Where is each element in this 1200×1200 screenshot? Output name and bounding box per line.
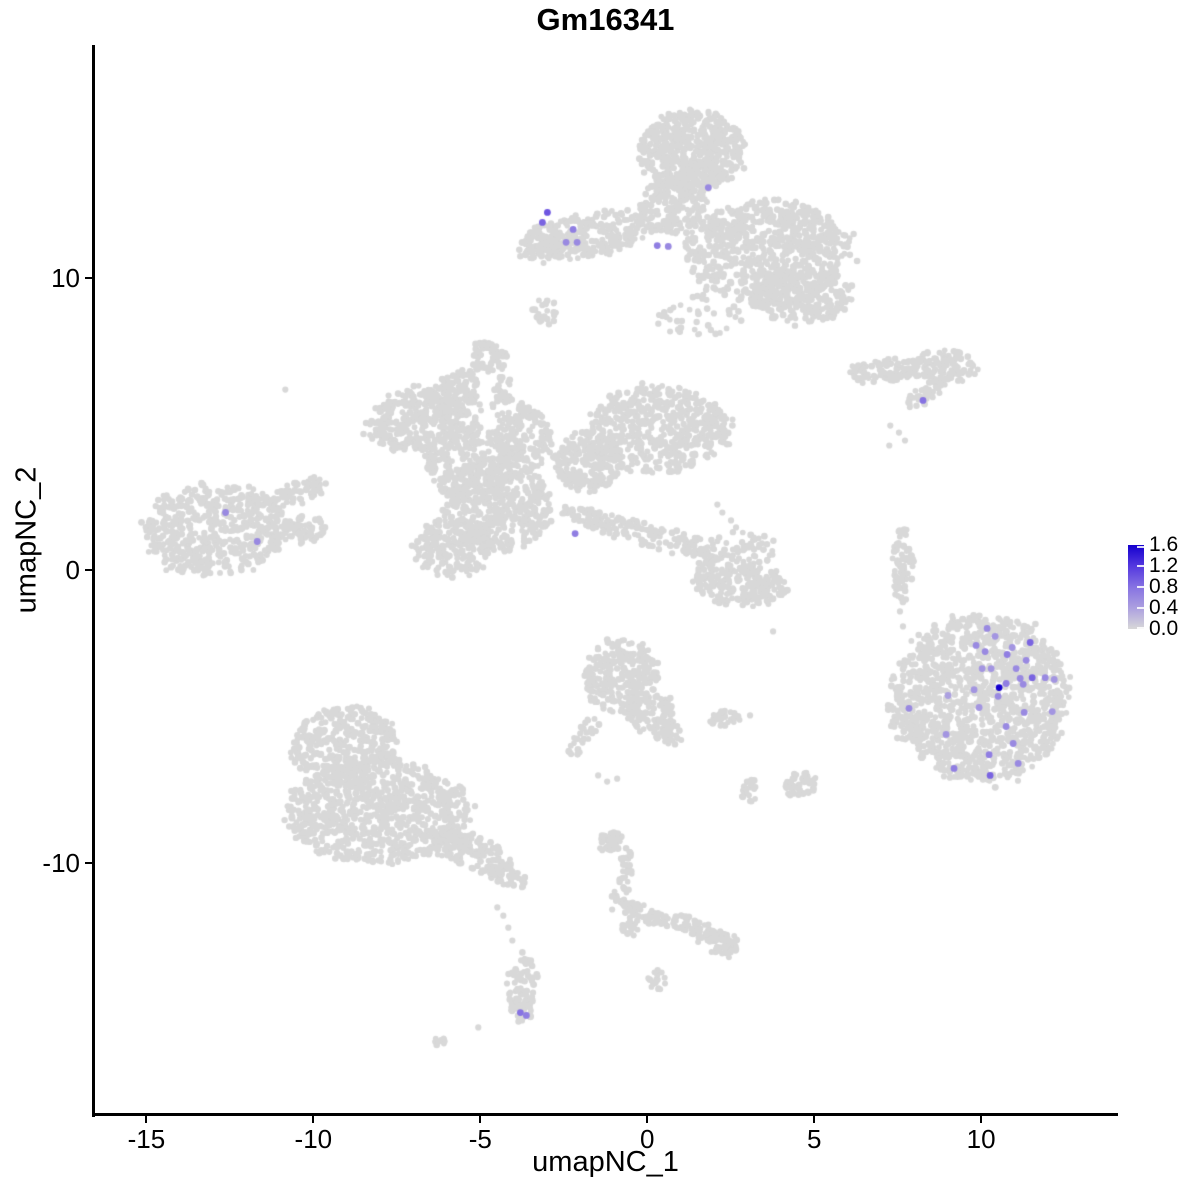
- legend-tick-label: 0.4: [1149, 596, 1179, 619]
- legend-tick-label: 0.0: [1149, 617, 1179, 640]
- legend-tick-mark: [1137, 565, 1144, 567]
- x-tick-mark: [312, 1116, 315, 1123]
- y-tick-label: 0: [65, 555, 80, 586]
- x-tick-label: -10: [294, 1124, 333, 1154]
- x-tick-label: -15: [127, 1124, 166, 1154]
- x-tick-mark: [646, 1116, 649, 1123]
- y-tick-mark: [85, 862, 92, 865]
- legend-tick-mark: [1137, 586, 1144, 588]
- x-tick-mark: [479, 1116, 482, 1123]
- x-tick-mark: [980, 1116, 983, 1123]
- legend-tick-mark: [1137, 627, 1144, 629]
- y-axis-line: [92, 45, 95, 1117]
- legend-tick-label: 0.8: [1149, 575, 1179, 598]
- x-axis-title: umapNC_1: [532, 1146, 679, 1178]
- y-tick-mark: [85, 276, 92, 279]
- x-axis-line: [92, 1113, 1118, 1116]
- x-tick-mark: [145, 1116, 148, 1123]
- x-tick-label: 5: [806, 1124, 822, 1154]
- page-title: Gm16341: [536, 2, 675, 37]
- y-tick-mark: [85, 569, 92, 572]
- x-tick-mark: [813, 1116, 816, 1123]
- x-tick-label: -5: [468, 1124, 492, 1154]
- x-tick-label: 10: [966, 1124, 996, 1154]
- y-axis-title: umapNC_2: [10, 466, 43, 614]
- x-tick-label: 0: [640, 1124, 655, 1154]
- legend-tick-label: 1.6: [1149, 533, 1179, 556]
- legend-tick-mark: [1137, 607, 1144, 609]
- y-tick-label: 10: [51, 262, 80, 293]
- legend-tick-label: 1.2: [1149, 554, 1179, 577]
- legend-tick-mark: [1137, 546, 1144, 548]
- y-tick-label: -10: [42, 848, 80, 879]
